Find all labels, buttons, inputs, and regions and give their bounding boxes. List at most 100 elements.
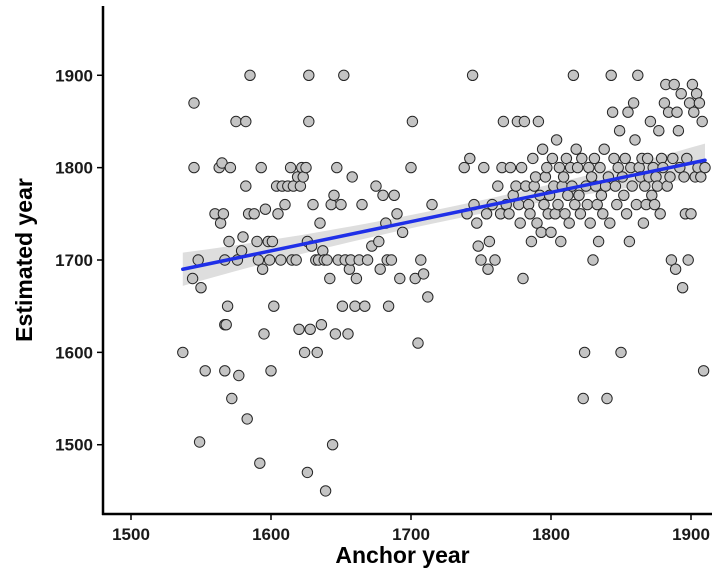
data-point — [522, 198, 535, 211]
data-point — [482, 263, 494, 275]
data-point — [655, 152, 668, 165]
data-point — [284, 161, 297, 174]
data-point — [328, 189, 340, 202]
data-point — [541, 161, 553, 174]
data-point — [226, 392, 238, 405]
data-point — [275, 254, 287, 266]
data-point — [688, 106, 700, 118]
data-point — [426, 198, 438, 211]
data-point — [370, 180, 382, 192]
data-point — [331, 161, 343, 174]
data-point — [356, 198, 368, 211]
data-point — [303, 69, 315, 82]
data-point — [553, 161, 566, 174]
data-point — [396, 226, 409, 239]
data-point — [478, 161, 490, 174]
y-tick-label: 1900 — [55, 66, 93, 85]
data-point — [650, 171, 662, 183]
data-point — [258, 328, 270, 340]
data-point — [471, 217, 483, 229]
data-point — [597, 208, 609, 220]
data-point — [583, 161, 595, 174]
data-point — [240, 180, 252, 192]
data-point — [503, 208, 515, 220]
data-point — [300, 161, 312, 174]
data-point — [297, 171, 309, 183]
data-point — [504, 161, 517, 174]
data-point — [622, 106, 634, 118]
data-point — [563, 217, 575, 229]
data-point — [195, 282, 207, 294]
data-point — [577, 392, 589, 405]
data-point — [475, 254, 487, 266]
data-point — [532, 115, 545, 128]
data-point — [458, 161, 470, 174]
data-point — [265, 365, 277, 377]
data-point — [627, 97, 640, 109]
data-point — [620, 208, 633, 220]
data-point — [220, 319, 232, 331]
data-point — [255, 161, 267, 174]
data-point — [336, 300, 349, 312]
data-point — [346, 171, 358, 183]
data-point — [325, 198, 337, 211]
data-point — [671, 106, 683, 118]
data-point — [217, 208, 230, 220]
data-point — [668, 78, 680, 91]
data-point — [686, 78, 699, 91]
data-point — [412, 337, 424, 349]
data-point — [560, 152, 573, 165]
data-point — [571, 161, 584, 174]
data-point — [338, 69, 350, 82]
data-point — [658, 97, 671, 109]
data-point — [609, 180, 622, 192]
data-point — [359, 300, 371, 312]
data-point — [272, 208, 284, 220]
data-point — [567, 69, 580, 82]
data-point — [186, 272, 199, 285]
data-point — [578, 346, 591, 359]
data-point — [697, 365, 710, 377]
data-point — [221, 300, 234, 312]
data-point — [569, 198, 581, 211]
data-point — [515, 161, 528, 174]
data-point — [531, 217, 543, 229]
data-point — [528, 180, 540, 192]
data-point — [417, 268, 430, 280]
data-point — [233, 369, 245, 382]
x-tick-label: 1900 — [672, 525, 710, 544]
data-point — [349, 300, 361, 312]
data-point — [244, 69, 256, 82]
data-point — [695, 171, 707, 183]
data-point — [279, 198, 291, 211]
data-point — [188, 97, 200, 109]
data-point — [483, 235, 496, 248]
data-point — [342, 328, 354, 340]
x-tick-label: 1600 — [252, 525, 290, 544]
data-point — [608, 152, 620, 165]
data-point — [644, 115, 657, 128]
data-point — [223, 235, 235, 248]
data-point — [219, 365, 231, 377]
data-point — [254, 457, 266, 469]
data-point — [466, 69, 479, 82]
data-point — [574, 208, 587, 220]
data-point — [374, 263, 386, 275]
data-point — [315, 319, 328, 331]
data-point — [335, 198, 347, 211]
data-point — [667, 152, 679, 165]
data-point — [615, 346, 627, 359]
x-tick-label: 1500 — [112, 525, 150, 544]
data-point — [587, 254, 599, 266]
data-point — [472, 240, 484, 252]
data-point — [311, 346, 323, 359]
data-point — [385, 254, 398, 266]
data-point — [632, 69, 644, 82]
data-point — [307, 198, 319, 211]
data-point — [536, 143, 549, 155]
data-point — [538, 198, 550, 211]
data-point — [665, 254, 678, 266]
data-point — [237, 231, 249, 243]
y-tick-label: 1700 — [55, 251, 93, 270]
data-point — [606, 106, 619, 118]
